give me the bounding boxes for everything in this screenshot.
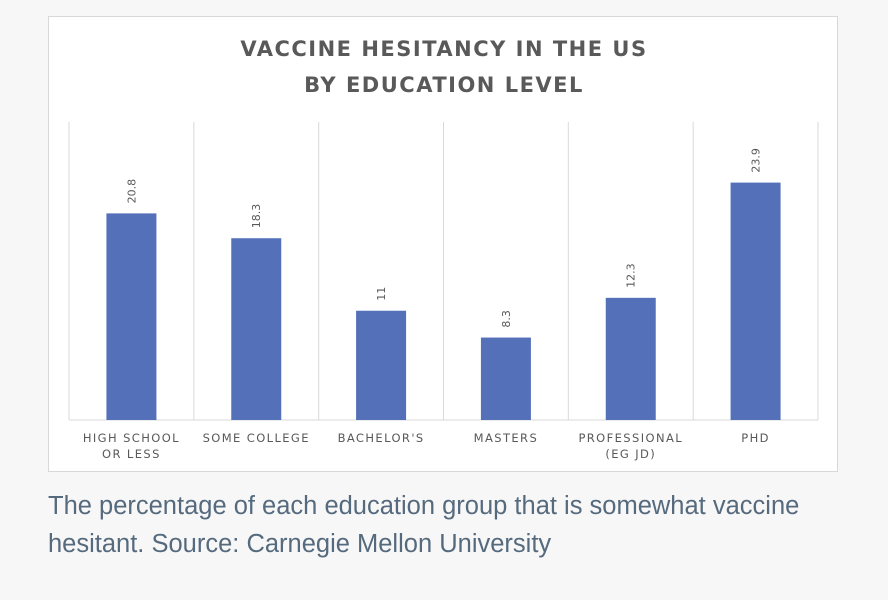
data-label: 11 bbox=[375, 287, 388, 301]
x-tick-label: HIGH SCHOOL bbox=[83, 431, 180, 445]
bar bbox=[106, 213, 157, 420]
chart-title-line-2: BY EDUCATION LEVEL bbox=[304, 73, 584, 97]
x-tick-label: SOME COLLEGE bbox=[203, 431, 310, 445]
bar bbox=[356, 310, 407, 420]
x-tick-label: MASTERS bbox=[474, 431, 538, 445]
x-tick-label: OR LESS bbox=[102, 447, 161, 461]
data-label: 12.3 bbox=[625, 263, 638, 288]
bar bbox=[605, 297, 656, 420]
chart-caption: The percentage of each education group t… bbox=[48, 492, 800, 558]
bar bbox=[730, 182, 781, 420]
data-label: 8.3 bbox=[500, 310, 513, 328]
bar-chart: VACCINE HESITANCY IN THE US BY EDUCATION … bbox=[68, 37, 819, 461]
x-tick-label: PROFESSIONAL bbox=[578, 431, 683, 445]
x-tick-label: BACHELOR'S bbox=[338, 431, 425, 445]
chart-title-line-1: VACCINE HESITANCY IN THE US bbox=[240, 37, 647, 61]
chart-frame: VACCINE HESITANCY IN THE US BY EDUCATION … bbox=[48, 16, 838, 472]
data-label: 23.9 bbox=[750, 148, 763, 173]
x-tick-label: (EG JD) bbox=[605, 447, 656, 461]
x-tick-label: PHD bbox=[741, 431, 770, 445]
bar bbox=[480, 337, 531, 420]
data-label: 18.3 bbox=[250, 204, 263, 229]
data-label: 20.8 bbox=[125, 179, 138, 204]
bar bbox=[231, 238, 282, 420]
